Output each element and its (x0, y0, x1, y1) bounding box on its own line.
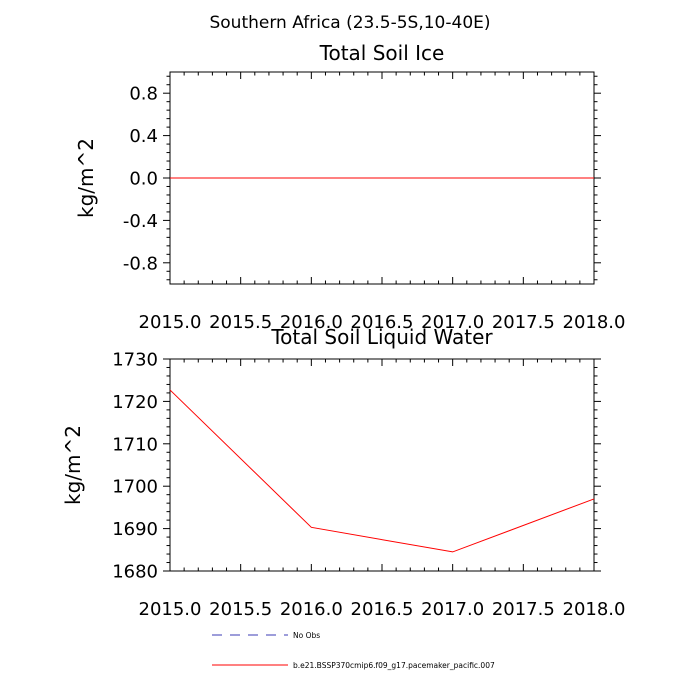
x-tick-label: 2015.5 (209, 312, 272, 333)
legend-model-label: b.e21.BSSP370cmip6.f09_g17.pacemaker_pac… (293, 661, 495, 670)
y-tick-label: 1710 (112, 434, 158, 455)
chart-title: Total Soil Liquid Water (270, 325, 493, 349)
x-tick-label: 2016.5 (351, 312, 414, 333)
x-tick-label: 2018.0 (563, 312, 626, 333)
y-tick-label: -0.8 (123, 253, 158, 274)
x-tick-label: 2018.0 (563, 599, 626, 620)
series-lines (169, 389, 595, 553)
y-tick-label: -0.4 (123, 211, 158, 232)
x-tick-label: 2017.5 (492, 312, 555, 333)
x-tick-label: 2017.5 (492, 599, 555, 620)
y-axis-label: kg/m^2 (74, 138, 98, 218)
y-tick-label: 1730 (112, 350, 158, 371)
series-line (169, 389, 595, 553)
y-axis-label: kg/m^2 (61, 425, 85, 505)
y-tick-label: 0.4 (129, 126, 158, 147)
x-tick-label: 2015.0 (139, 599, 202, 620)
y-tick-label: 1680 (112, 562, 158, 583)
legend: No Obs b.e21.BSSP370cmip6.f09_g17.pacema… (212, 631, 495, 670)
x-tick-label: 2016.0 (280, 599, 343, 620)
x-tick-label: 2017.0 (421, 312, 484, 333)
y-tick-label: 1720 (112, 392, 158, 413)
x-tick-label: 2016.0 (280, 312, 343, 333)
y-tick-label: 1690 (112, 519, 158, 540)
x-tick-label: 2016.5 (351, 599, 414, 620)
tick-labels: 2015.0 2015.5 2016.0 2016.5 2017.0 2017.5 2018… (112, 350, 625, 621)
x-tick-label: 2017.0 (421, 599, 484, 620)
x-tick-label: 2015.0 (139, 312, 202, 333)
x-tick-label: 2015.5 (209, 599, 272, 620)
page-title: Southern Africa (23.5-5S,10-40E) (209, 13, 490, 33)
axis-ticks (163, 72, 601, 284)
panel-soil-liquid-water: Total Soil Liquid Water kg/m^2 2015.0 201… (61, 325, 625, 620)
chart-title: Total Soil Ice (319, 41, 445, 65)
y-tick-label: 0.8 (129, 84, 158, 105)
panel-soil-ice: Total Soil Ice kg/m^2 2015.0 2015.5 2016.0… (74, 41, 625, 333)
tick-labels: 2015.0 2015.5 2016.0 2016.5 2017.0 2017.5 2018… (123, 84, 626, 333)
y-tick-label: 1700 (112, 477, 158, 498)
axis-ticks (163, 358, 601, 572)
y-tick-label: 0.0 (129, 169, 158, 190)
legend-obs-label: No Obs (293, 631, 320, 640)
